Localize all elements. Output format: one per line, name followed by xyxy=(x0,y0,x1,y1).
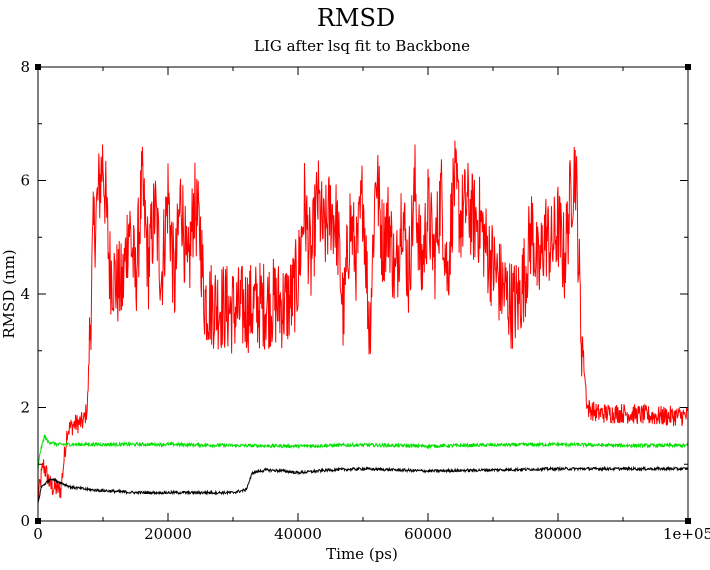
x-tick-label: 80000 xyxy=(534,525,582,543)
series-line-0 xyxy=(38,140,688,500)
x-tick-label: 0 xyxy=(33,525,43,543)
x-tick-label: 1e+05 xyxy=(663,525,710,543)
x-axis-label: Time (ps) xyxy=(326,545,398,563)
series-line-2 xyxy=(38,465,688,504)
y-axis-label: RMSD (nm) xyxy=(0,249,18,338)
x-tick-label: 60000 xyxy=(404,525,452,543)
x-tick-label: 40000 xyxy=(274,525,322,543)
x-tick-label: 20000 xyxy=(144,525,192,543)
y-tick-label: 4 xyxy=(20,285,30,303)
chart-subtitle: LIG after lsq fit to Backbone xyxy=(254,37,470,55)
y-tick-label: 0 xyxy=(20,512,30,530)
axis-ticks: 0 20000 40000 60000 80000 1e+05 0 2 4 6 8 xyxy=(20,58,710,543)
chart-title: RMSD xyxy=(317,4,395,32)
series-line-1 xyxy=(38,434,688,471)
y-tick-label: 6 xyxy=(20,172,30,190)
y-tick-label: 8 xyxy=(20,58,30,76)
frame-corners xyxy=(35,64,691,524)
y-tick-label: 2 xyxy=(20,399,30,417)
series-layer xyxy=(38,140,688,504)
